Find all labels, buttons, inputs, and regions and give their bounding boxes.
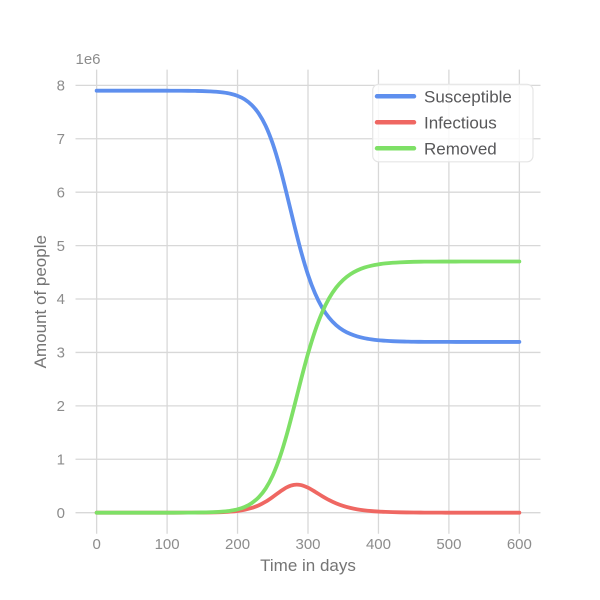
y-axis-title: Amount of people xyxy=(31,235,50,368)
x-tick-label: 100 xyxy=(155,536,180,553)
x-tick-label: 400 xyxy=(366,536,391,553)
x-axis-title: Time in days xyxy=(260,556,356,575)
curves xyxy=(94,88,522,515)
y-tick-label: 3 xyxy=(57,345,65,362)
legend-label-susceptible: Susceptible xyxy=(424,87,512,106)
y-tick-label: 7 xyxy=(57,131,65,148)
x-tick-label: 0 xyxy=(92,536,100,553)
y-axis-offset-label: 1e6 xyxy=(76,51,101,68)
y-tick-label: 6 xyxy=(57,184,65,201)
legend-box xyxy=(372,83,534,163)
x-tick-labels: 0 100 200 300 400 500 600 xyxy=(92,536,531,553)
grid-lines xyxy=(75,69,541,534)
curve-susceptible xyxy=(94,88,522,344)
y-tick-label: 2 xyxy=(57,398,65,415)
legend: Susceptible Infectious Removed xyxy=(372,83,534,163)
y-tick-label: 1 xyxy=(57,451,65,468)
y-tick-labels: 0 1 2 3 4 5 6 7 8 xyxy=(57,78,65,522)
x-tick-label: 500 xyxy=(436,536,461,553)
x-tick-label: 600 xyxy=(507,536,532,553)
y-tick-label: 5 xyxy=(57,238,65,255)
axis-labels: Time in days Amount of people 1e6 xyxy=(31,51,356,575)
legend-label-removed: Removed xyxy=(424,139,497,158)
y-tick-label: 0 xyxy=(57,505,65,522)
y-tick-label: 4 xyxy=(57,291,65,308)
x-tick-label: 300 xyxy=(295,536,320,553)
curve-removed xyxy=(94,259,522,515)
y-tick-label: 8 xyxy=(57,78,65,95)
legend-label-infectious: Infectious xyxy=(424,113,497,132)
x-tick-label: 200 xyxy=(225,536,250,553)
